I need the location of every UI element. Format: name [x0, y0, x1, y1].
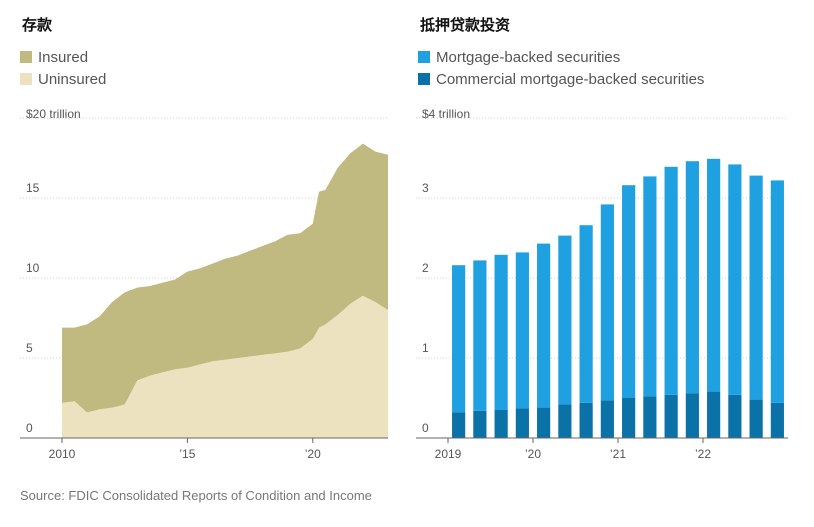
y-tick-label: 10 — [26, 261, 40, 275]
cmbs-bar — [579, 402, 593, 438]
y-tick-label: 3 — [422, 181, 429, 195]
y-tick-label: 2 — [422, 261, 429, 275]
deposits-chart-title: 存款 — [22, 16, 53, 34]
uninsured-swatch — [20, 73, 32, 85]
x-tick-label: ’20 — [305, 447, 321, 461]
mortgage-chart-title: 抵押贷款投资 — [420, 16, 511, 34]
mbs-bar — [579, 225, 593, 403]
mbs-bar — [452, 265, 466, 413]
mbs-swatch — [418, 51, 430, 63]
y-tick-label: 5 — [26, 341, 33, 355]
mbs-bar — [473, 260, 487, 411]
legend-item-cmbs: Commercial mortgage-backed securities — [418, 68, 704, 90]
mbs-bar — [643, 176, 657, 397]
cmbs-bar — [452, 412, 466, 438]
cmbs-bar — [749, 399, 763, 438]
mbs-bar — [494, 254, 508, 410]
cmbs-bar — [664, 394, 678, 438]
y-tick-label: 15 — [26, 181, 40, 195]
cmbs-bar — [728, 394, 742, 438]
cmbs-bar — [707, 391, 721, 438]
cmbs-bar — [770, 402, 784, 438]
uninsured-area — [62, 295, 388, 438]
y-tick-label: 0 — [26, 421, 33, 435]
mbs-bar — [685, 161, 699, 394]
cmbs-bar — [494, 410, 508, 438]
mbs-bar — [558, 235, 572, 405]
legend-label-insured: Insured — [38, 48, 89, 66]
mbs-bar — [600, 204, 614, 401]
mbs-bar — [664, 166, 678, 395]
x-tick-label: ’21 — [610, 447, 626, 461]
mbs-bar — [749, 175, 763, 400]
cmbs-bar — [473, 410, 487, 438]
x-tick-label: ’15 — [179, 447, 195, 461]
mbs-bar — [537, 243, 551, 408]
y-unit-label: $20 trillion — [26, 107, 81, 121]
mbs-bar — [707, 158, 721, 392]
cmbs-bar — [685, 393, 699, 438]
mbs-bar — [622, 185, 636, 398]
cmbs-bar — [600, 400, 614, 438]
insured-swatch — [20, 51, 32, 63]
cmbs-swatch — [418, 73, 430, 85]
legend-label-mbs: Mortgage-backed securities — [436, 48, 621, 66]
legend-label-uninsured: Uninsured — [38, 70, 107, 88]
legend-item-insured: Insured — [20, 46, 106, 68]
mbs-bar — [770, 180, 784, 403]
y-tick-label: 0 — [422, 421, 429, 435]
legend-item-mbs: Mortgage-backed securities — [418, 46, 704, 68]
deposits-area-chart: $20 trillion 0 5 10 15 2010 ’15 ’20 — [20, 107, 388, 461]
mortgage-legend: Mortgage-backed securities Commercial mo… — [418, 46, 704, 90]
x-tick-label: ’20 — [525, 447, 541, 461]
cmbs-bar — [537, 407, 551, 438]
y-unit-label: $4 trillion — [422, 107, 470, 121]
cmbs-bar — [558, 404, 572, 438]
deposits-legend: Insured Uninsured — [20, 46, 106, 90]
mbs-bar — [728, 164, 742, 395]
x-tick-label: 2010 — [49, 447, 76, 461]
legend-item-uninsured: Uninsured — [20, 68, 106, 90]
y-tick-label: 1 — [422, 341, 429, 355]
legend-label-cmbs: Commercial mortgage-backed securities — [436, 70, 705, 88]
cmbs-bar — [622, 398, 636, 438]
mbs-bar — [515, 252, 529, 409]
cmbs-bar — [643, 396, 657, 438]
x-tick-label: 2019 — [435, 447, 462, 461]
x-tick-label: ’22 — [695, 447, 711, 461]
cmbs-bar — [515, 408, 529, 438]
mortgage-bar-chart: $4 trillion 0 1 2 3 2019 ’20 ’21 ’22 — [416, 107, 788, 461]
source-note: Source: FDIC Consolidated Reports of Con… — [20, 488, 372, 503]
